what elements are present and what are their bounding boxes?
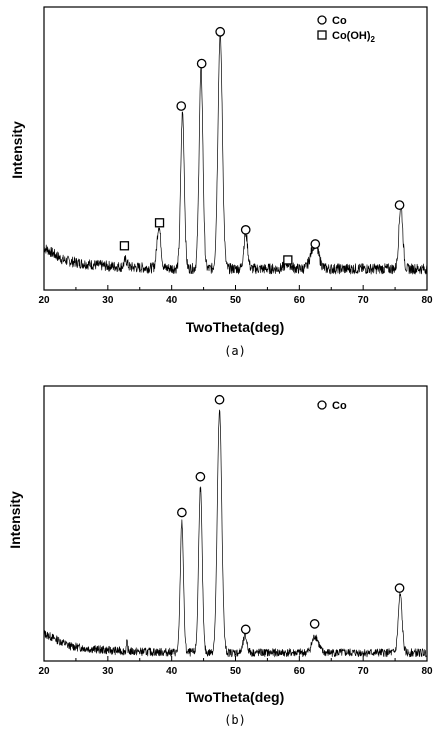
x-tick-label-70: 70 (358, 295, 370, 306)
co-peak-marker (177, 507, 187, 518)
x-tick-label-60: 60 (294, 666, 306, 677)
peak-markers-a (119, 26, 405, 265)
plot-frame-b (43, 385, 428, 662)
x-tick-label-20: 20 (38, 295, 50, 306)
x-tick-label-70: 70 (358, 666, 370, 677)
cooh2-peak-marker (154, 218, 165, 228)
legend-b: Co (317, 400, 347, 412)
x-tick-label-30: 30 (102, 295, 114, 306)
co-peak-marker (196, 58, 207, 69)
x-ticks-b: 20 30 40 50 60 70 80 (38, 656, 433, 677)
legend-label: Co (332, 15, 347, 27)
legend-circle-marker (317, 400, 327, 410)
x-tick-label-60: 60 (294, 295, 306, 306)
x-tick-label-50: 50 (230, 295, 242, 306)
x-axis-title-b: TwoTheta(deg) (186, 689, 285, 705)
xrd-pattern-a (43, 31, 428, 275)
chart-panel-b: 20 30 40 50 60 70 80 Co Intensity TwoTheta(deg… (7, 385, 433, 727)
co-peak-marker (214, 394, 225, 405)
x-tick-label-50: 50 (230, 666, 242, 677)
y-axis-title-a: Intensity (9, 121, 25, 179)
xrd-pattern-b (43, 409, 428, 658)
legend-square-marker (317, 30, 327, 40)
x-ticks-a: 20 30 40 50 60 70 80 (38, 285, 433, 306)
co-peak-marker (176, 101, 187, 111)
y-axis-title-b: Intensity (7, 491, 23, 549)
legend-label: Co (332, 400, 347, 412)
cooh2-peak-marker (283, 255, 293, 265)
x-tick-label-80: 80 (421, 666, 433, 677)
x-tick-label-80: 80 (421, 295, 433, 306)
chart-panel-a: 20 30 40 50 60 70 80 Co Co(OH)2 Intensity TwoTh… (9, 6, 433, 358)
x-tick-label-30: 30 (102, 666, 114, 677)
cooh2-peak-marker (119, 241, 130, 251)
legend-label: Co(OH)2 (332, 30, 376, 44)
peak-markers-b (177, 394, 405, 635)
x-tick-label-20: 20 (38, 666, 50, 677)
x-axis-title-a: TwoTheta(deg) (186, 319, 285, 335)
x-tick-label-40: 40 (166, 295, 178, 306)
legend-a: Co Co(OH)2 (317, 15, 376, 44)
x-tick-label-40: 40 (166, 666, 178, 677)
plot-frame-a (43, 6, 428, 291)
co-peak-marker (215, 26, 226, 37)
co-peak-marker (394, 583, 405, 593)
panel-caption-a: (a) (224, 344, 246, 358)
co-peak-marker (240, 624, 251, 635)
co-peak-marker (240, 225, 251, 235)
legend-circle-marker (317, 15, 327, 25)
co-peak-marker (310, 239, 321, 249)
panel-caption-b: (b) (224, 713, 246, 727)
co-peak-marker (394, 200, 405, 210)
co-peak-marker (309, 619, 320, 629)
co-peak-marker (195, 471, 206, 482)
